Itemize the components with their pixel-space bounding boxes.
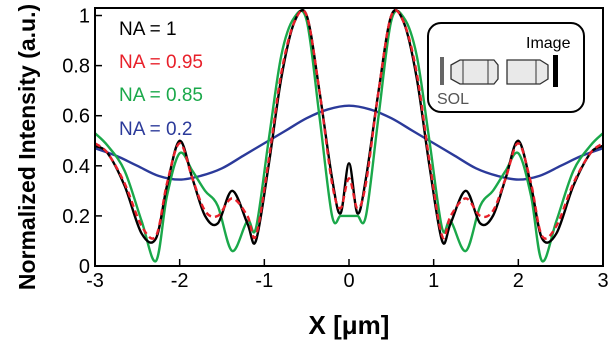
x-tick-label: 2	[513, 270, 524, 292]
inset-image-label: Image	[526, 35, 571, 52]
legend-entry-0: NA = 1	[119, 19, 177, 40]
y-tick-label: 0.6	[62, 106, 90, 128]
x-axis-label: X [μm]	[309, 310, 390, 340]
y-tick-label: 0.2	[62, 206, 90, 228]
y-tick-label: 0.8	[62, 56, 90, 78]
inset-schematic: Image SOL	[427, 22, 585, 113]
legend-entry-3: NA = 0.2	[119, 119, 192, 140]
tick-layer: -3 -2 -1 0 1 2 3 0 0.2 0.4 0.6 0.8 1	[62, 6, 608, 292]
x-tick-label: -1	[255, 270, 273, 292]
series-line-2	[95, 9, 603, 263]
plot-frame	[94, 7, 604, 267]
tube-lens-icon	[506, 59, 549, 85]
y-axis-label: Normalized Intensity (a.u.)	[14, 4, 40, 290]
y-tick-label: 0	[79, 256, 90, 278]
series-line-1	[95, 9, 603, 240]
y-tick-label: 0.4	[62, 156, 90, 178]
legend-entry-1: NA = 0.95	[119, 52, 203, 73]
x-tick-label: -2	[171, 270, 189, 292]
objective-lens-icon	[450, 59, 499, 85]
x-tick-label: 1	[428, 270, 439, 292]
legend-entry-2: NA = 0.85	[119, 85, 203, 106]
x-tick-label: 0	[343, 270, 354, 292]
image-plane-icon	[553, 55, 558, 87]
x-tick-label: 3	[597, 270, 608, 292]
legend: NA = 1 NA = 0.95 NA = 0.85 NA = 0.2	[119, 19, 203, 140]
series-layer	[95, 8, 603, 263]
series-line-3	[95, 104, 603, 181]
inset-frame	[427, 22, 585, 113]
x-tick-label: -3	[86, 270, 104, 292]
inset-sol-label: SOL	[437, 91, 469, 108]
sol-plane-icon	[440, 57, 444, 85]
y-tick-label: 1	[79, 6, 90, 28]
